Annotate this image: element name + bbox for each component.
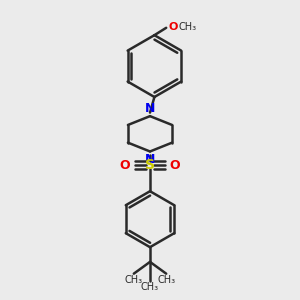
Text: CH₃: CH₃ [141, 283, 159, 292]
Text: N: N [145, 153, 155, 166]
Text: S: S [145, 158, 155, 172]
Text: O: O [120, 159, 130, 172]
Text: CH₃: CH₃ [157, 275, 175, 285]
Text: CH₃: CH₃ [125, 275, 143, 285]
Text: O: O [169, 22, 178, 32]
Text: CH₃: CH₃ [178, 22, 197, 32]
Text: O: O [170, 159, 180, 172]
Text: N: N [145, 102, 155, 115]
